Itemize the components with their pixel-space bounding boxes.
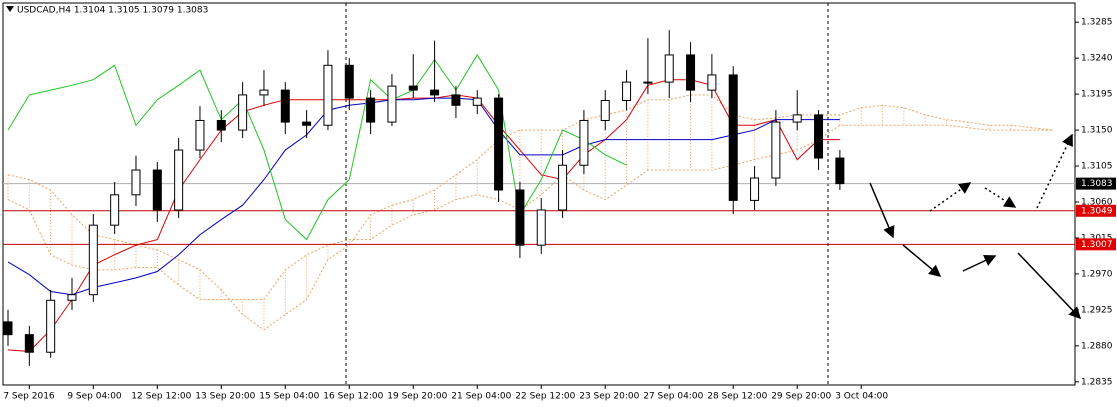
candle-body: [494, 97, 504, 191]
x-tick-label: 15 Sep 04:00: [259, 392, 319, 402]
x-tick-label: 9 Sep 04:00: [67, 392, 122, 402]
level-label: 1.3049: [1081, 206, 1113, 216]
candle-body: [24, 334, 34, 353]
candle-body: [430, 89, 440, 96]
candle-body: [536, 209, 546, 246]
x-tick-label: 23 Sep 20:00: [579, 392, 639, 402]
candle-body: [792, 114, 802, 123]
y-tick-label: 1.2835: [1081, 377, 1113, 387]
arrow: [869, 182, 895, 239]
candle-body: [814, 114, 824, 159]
candle-body: [664, 54, 674, 83]
level-label-box: [1076, 177, 1116, 190]
y-tick-label: 1.3150: [1081, 126, 1113, 136]
candle-body: [451, 94, 461, 106]
title-icon: [6, 6, 14, 12]
indicator-line: [7, 97, 840, 296]
y-tick-label: 1.3105: [1081, 162, 1113, 172]
y-tick-label: 1.2970: [1081, 269, 1113, 279]
candle-body: [344, 64, 354, 99]
y-tick-label: 1.2880: [1081, 341, 1113, 351]
arrow: [962, 255, 997, 272]
candle-body: [643, 81, 653, 84]
candle-body: [238, 94, 248, 131]
cloud-span: [7, 94, 1054, 331]
indicator-line: [7, 79, 840, 352]
x-tick-label: 7 Sep 2016: [3, 392, 55, 402]
level-label: 1.3007: [1081, 240, 1113, 250]
candle-body: [728, 74, 738, 201]
plot: [3, 30, 1075, 366]
cloud-span: [7, 124, 1054, 300]
candle-body: [3, 321, 13, 336]
candle-body: [408, 85, 418, 91]
candle-body: [152, 169, 162, 211]
chart-title: USDCAD,H4 1.3104 1.3105 1.3079 1.3083: [17, 6, 208, 16]
x-tick-label: 28 Sep 12:00: [707, 392, 767, 402]
candle-body: [195, 119, 205, 151]
arrow: [984, 187, 1017, 208]
candle-body: [323, 64, 333, 126]
x-tick-label: 12 Sep 12:00: [131, 392, 191, 402]
x-tick-label: 21 Sep 04:00: [451, 392, 511, 402]
candle-body: [558, 164, 568, 211]
candle-body: [686, 54, 696, 91]
x-tick-label: 29 Sep 20:00: [771, 392, 831, 402]
level-label-box: [1076, 204, 1116, 217]
candle-body: [131, 169, 141, 196]
candle-body: [46, 299, 56, 353]
arrow: [902, 244, 942, 277]
candle-body: [216, 119, 226, 131]
forecast-arrows: [869, 133, 1082, 320]
y-tick-label: 1.3060: [1081, 197, 1113, 207]
x-tick-label: 13 Sep 20:00: [195, 392, 255, 402]
x-tick-label: 19 Sep 20:00: [387, 392, 447, 402]
x-tick-label: 27 Sep 04:00: [643, 392, 703, 402]
y-tick-label: 1.3285: [1081, 18, 1113, 28]
y-tick-label: 1.3195: [1081, 90, 1113, 100]
candle-body: [387, 85, 397, 123]
candle-body: [88, 224, 98, 296]
candle-body: [472, 97, 482, 106]
x-tick-label: 22 Sep 12:00: [515, 392, 575, 402]
candle-body: [366, 97, 376, 123]
candle-body: [600, 99, 610, 121]
candle-body: [622, 81, 632, 101]
plot-frame: [2, 2, 1076, 386]
candle-body: [259, 89, 269, 96]
candle-body: [174, 149, 184, 211]
y-tick-label: 1.3240: [1081, 54, 1113, 64]
candle-body: [579, 119, 589, 166]
arrow: [1017, 252, 1082, 320]
x-tick-label: 16 Sep 12:00: [323, 392, 383, 402]
candle-body: [750, 177, 760, 201]
arrow: [1036, 133, 1073, 209]
arrow: [929, 182, 972, 212]
candle-body: [67, 294, 77, 301]
candle-body: [280, 89, 290, 123]
candle-body: [515, 189, 525, 246]
candle-body: [771, 121, 781, 179]
y-tick-label: 1.2925: [1081, 305, 1113, 315]
candle-body: [835, 157, 845, 185]
x-tick-label: 3 Oct 04:00: [835, 392, 888, 402]
candle-body: [302, 121, 312, 126]
candle-body: [707, 74, 717, 91]
candle-body: [110, 194, 120, 226]
level-label: 1.3083: [1081, 179, 1113, 189]
level-label-box: [1076, 238, 1116, 251]
